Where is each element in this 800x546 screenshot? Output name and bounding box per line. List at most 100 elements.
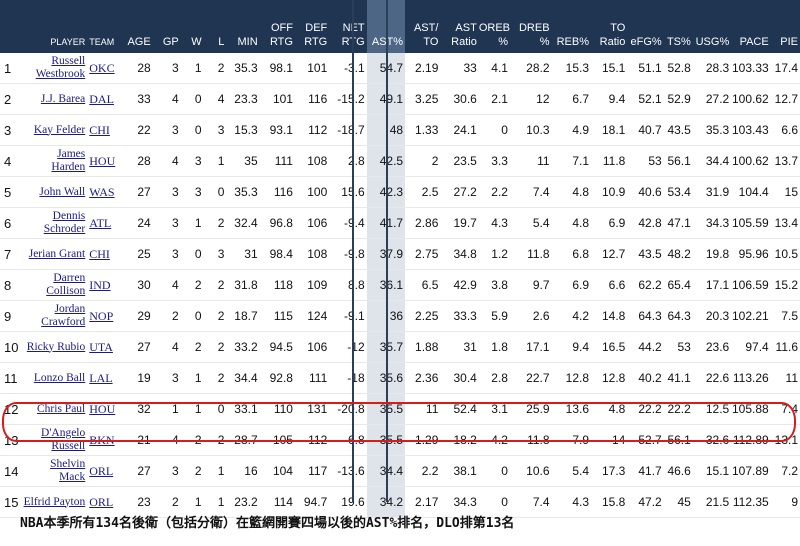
table-row: 4 James Harden HOU 28 4 3 1 35 111 108 2.8 42.5 2 23.… (0, 145, 800, 177)
cell-off-rtg: 116 (259, 176, 295, 208)
cell-oreb-pct: 3.1 (478, 393, 510, 425)
table-row: 15 Elfrid Payton ORL 23 2 1 1 23.2 114 94.7 19.6 34… (0, 486, 800, 518)
player-link[interactable]: Chris Paul (37, 402, 86, 415)
col-header-oreb-pct[interactable]: OREB % (478, 0, 510, 53)
cell-ast-ratio: 19.7 (440, 207, 479, 239)
col-header-min[interactable]: MIN (226, 0, 260, 53)
cell-w: 1 (180, 207, 204, 239)
player-link[interactable]: Jerian Grant (28, 247, 86, 260)
col-header-age[interactable]: AGE (118, 0, 153, 53)
cell-age: 19 (118, 362, 153, 394)
cell-ast-pct: 37.9 (366, 238, 406, 270)
cell-pace: 112.89 (731, 424, 771, 456)
cell-l: 2 (203, 207, 227, 239)
player-link[interactable]: Shelvin Mack (50, 458, 86, 483)
col-header-efg-pct[interactable]: eFG% (627, 0, 664, 53)
cell-rank: 10 (0, 331, 23, 363)
cell-reb-pct: 4.8 (551, 207, 591, 239)
cell-net-rtg: -9.1 (329, 300, 367, 332)
col-header-net-rtg[interactable]: NET RTG (329, 0, 367, 53)
team-link[interactable]: ORL (89, 494, 114, 509)
team-link[interactable]: BKN (89, 432, 115, 447)
cell-ast-to: 2.25 (405, 300, 441, 332)
cell-age: 29 (118, 300, 153, 332)
cell-dreb-pct: 28.2 (509, 53, 552, 84)
cell-w: 1 (180, 393, 204, 425)
team-link[interactable]: LAL (89, 370, 113, 385)
cell-min: 23.2 (226, 486, 260, 518)
col-header-pie[interactable]: PIE (770, 0, 800, 53)
team-link[interactable]: ATL (89, 215, 112, 230)
player-link[interactable]: Lonzo Ball (33, 371, 86, 384)
cell-def-rtg: 108 (294, 238, 330, 270)
col-header-ts-pct[interactable]: TS% (663, 0, 693, 53)
cell-oreb-pct: 2.1 (478, 83, 510, 115)
cell-efg-pct: 42.8 (627, 207, 664, 239)
cell-off-rtg: 93.1 (259, 114, 295, 146)
cell-ast-to: 2.75 (405, 238, 441, 270)
cell-reb-pct: 4.9 (551, 114, 591, 146)
team-link[interactable]: HOU (89, 401, 116, 416)
cell-reb-pct: 7.9 (551, 424, 591, 456)
cell-usg-pct: 34.4 (692, 145, 732, 177)
col-header-ast-pct[interactable]: AST% (366, 0, 406, 53)
cell-gp: 4 (152, 145, 181, 177)
player-link[interactable]: Ricky Rubio (26, 340, 86, 353)
team-link[interactable]: HOU (89, 153, 116, 168)
player-link[interactable]: Dennis Schroder (43, 210, 86, 235)
cell-ast-ratio: 24.1 (440, 114, 479, 146)
cell-usg-pct: 22.6 (692, 362, 732, 394)
cell-usg-pct: 23.6 (692, 331, 732, 363)
col-header-w[interactable]: W (180, 0, 204, 53)
player-link[interactable]: D'Angelo Russell (41, 427, 86, 452)
team-link[interactable]: CHI (89, 246, 110, 261)
team-link[interactable]: DAL (89, 91, 114, 106)
cell-l: 4 (203, 83, 227, 115)
cell-ast-ratio: 27.2 (440, 176, 479, 208)
team-link[interactable]: OKC (89, 60, 115, 75)
player-link[interactable]: Jordan Crawford (41, 303, 86, 328)
cell-player: James Harden (22, 145, 88, 177)
team-link[interactable]: IND (89, 277, 111, 292)
player-link[interactable]: John Wall (39, 185, 86, 198)
cell-gp: 1 (152, 393, 181, 425)
cell-age: 24 (118, 207, 153, 239)
cell-player: Ricky Rubio (22, 331, 88, 363)
cell-ast-ratio: 34.3 (440, 486, 479, 518)
player-link[interactable]: Russell Westbrook (35, 55, 86, 80)
player-link[interactable]: Kay Felder (33, 123, 86, 136)
cell-min: 34.4 (226, 362, 260, 394)
col-header-player[interactable]: PLAYER (22, 0, 88, 53)
cell-oreb-pct: 4.2 (478, 424, 510, 456)
cell-gp: 3 (152, 238, 181, 270)
col-header-def-rtg[interactable]: DEF RTG (294, 0, 330, 53)
player-link[interactable]: James Harden (51, 148, 86, 173)
cell-net-rtg: -18 (329, 362, 367, 394)
team-link[interactable]: CHI (89, 122, 110, 137)
col-header-pace[interactable]: PACE (731, 0, 771, 53)
player-link[interactable]: Elfrid Payton (23, 495, 86, 508)
col-header-rank[interactable] (0, 0, 23, 53)
col-header-team[interactable]: TEAM (87, 0, 119, 53)
player-link[interactable]: Darren Collison (46, 272, 86, 297)
cell-efg-pct: 40.7 (627, 114, 664, 146)
col-header-reb-pct[interactable]: REB% (551, 0, 591, 53)
cell-team: LAL (87, 362, 119, 394)
cell-age: 30 (118, 269, 153, 301)
cell-gp: 2 (152, 300, 181, 332)
col-header-to-ratio[interactable]: TO Ratio (591, 0, 628, 53)
col-header-dreb-pct[interactable]: DREB % (509, 0, 552, 53)
col-header-off-rtg[interactable]: OFF RTG (259, 0, 295, 53)
col-header-ast-ratio[interactable]: AST Ratio (440, 0, 479, 53)
col-header-gp[interactable]: GP (152, 0, 181, 53)
cell-rank: 13 (0, 424, 23, 456)
col-header-l[interactable]: L (203, 0, 227, 53)
team-link[interactable]: ORL (89, 463, 114, 478)
team-link[interactable]: UTA (89, 339, 113, 354)
col-header-usg-pct[interactable]: USG% (692, 0, 732, 53)
caption-text: NBA本季所有134名後衛（包括分衛）在籃網開賽四場以後的AST%排名，DLO排… (20, 516, 515, 531)
team-link[interactable]: WAS (89, 184, 115, 199)
col-header-ast-to[interactable]: AST/ TO (405, 0, 441, 53)
team-link[interactable]: NOP (89, 308, 114, 323)
player-link[interactable]: J.J. Barea (40, 92, 86, 105)
